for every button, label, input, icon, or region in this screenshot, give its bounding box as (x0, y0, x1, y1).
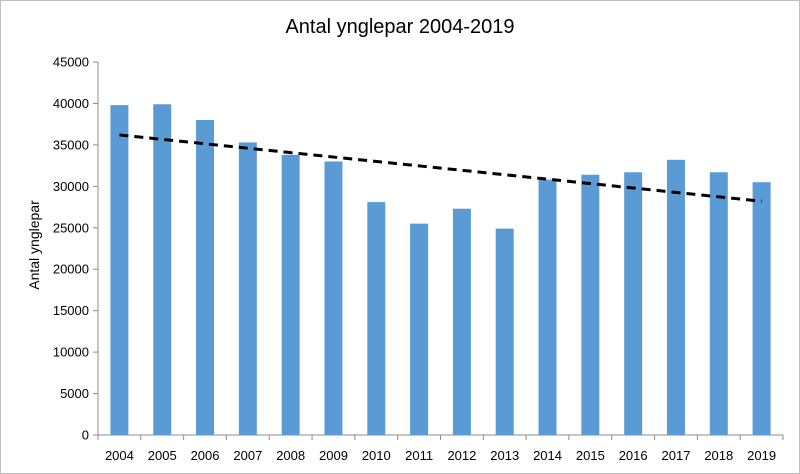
y-tick-label: 25000 (53, 220, 89, 235)
y-tick-label: 40000 (53, 96, 89, 111)
bar-2004 (110, 105, 129, 435)
x-tick-label: 2017 (662, 448, 691, 463)
x-tick-label: 2012 (447, 448, 476, 463)
y-tick-label: 30000 (53, 179, 89, 194)
bar-2012 (452, 208, 471, 435)
x-tick-label: 2015 (576, 448, 605, 463)
bar-2013 (495, 228, 514, 435)
bar-2014 (538, 179, 557, 435)
x-tick-label: 2007 (233, 448, 262, 463)
x-tick-label: 2016 (619, 448, 648, 463)
x-tick-label: 2009 (319, 448, 348, 463)
bar-2018 (709, 172, 728, 435)
x-tick-label: 2011 (405, 448, 433, 463)
bar-2011 (410, 223, 429, 435)
bar-2005 (153, 104, 172, 436)
bar-2006 (196, 120, 215, 436)
y-tick-label: 10000 (53, 345, 89, 360)
x-tick-label: 2010 (362, 448, 391, 463)
y-tick-label: 20000 (53, 262, 89, 277)
bar-2009 (324, 161, 343, 435)
bar-2008 (281, 154, 300, 435)
x-tick-label: 2018 (704, 448, 733, 463)
x-tick-label: 2004 (105, 448, 134, 463)
bar-2015 (581, 174, 600, 435)
bar-2010 (367, 202, 386, 435)
chart-title: Antal ynglepar 2004-2019 (285, 16, 515, 38)
bar-2007 (238, 142, 257, 435)
y-tick-label: 35000 (53, 137, 89, 152)
x-tick-label: 2006 (191, 448, 220, 463)
trendline-group (119, 133, 762, 203)
tick-labels: 0 5000 10000 15000 20000 25000 30000 35000 40000… (53, 55, 776, 464)
x-tick-label: 2014 (533, 448, 562, 463)
y-tick-label: 5000 (60, 386, 89, 401)
trendline (119, 133, 762, 203)
x-tick-label: 2019 (747, 448, 776, 463)
bar-2016 (624, 172, 643, 435)
y-tick-label: 0 (82, 428, 89, 443)
x-tick-label: 2005 (148, 448, 177, 463)
y-tick-label: 45000 (53, 55, 89, 70)
x-tick-label: 2013 (490, 448, 519, 463)
x-tick-label: 2008 (276, 448, 305, 463)
bars (110, 104, 771, 436)
bar-2017 (666, 159, 685, 435)
bar-2019 (752, 182, 771, 435)
y-tick-label: 15000 (53, 303, 89, 318)
